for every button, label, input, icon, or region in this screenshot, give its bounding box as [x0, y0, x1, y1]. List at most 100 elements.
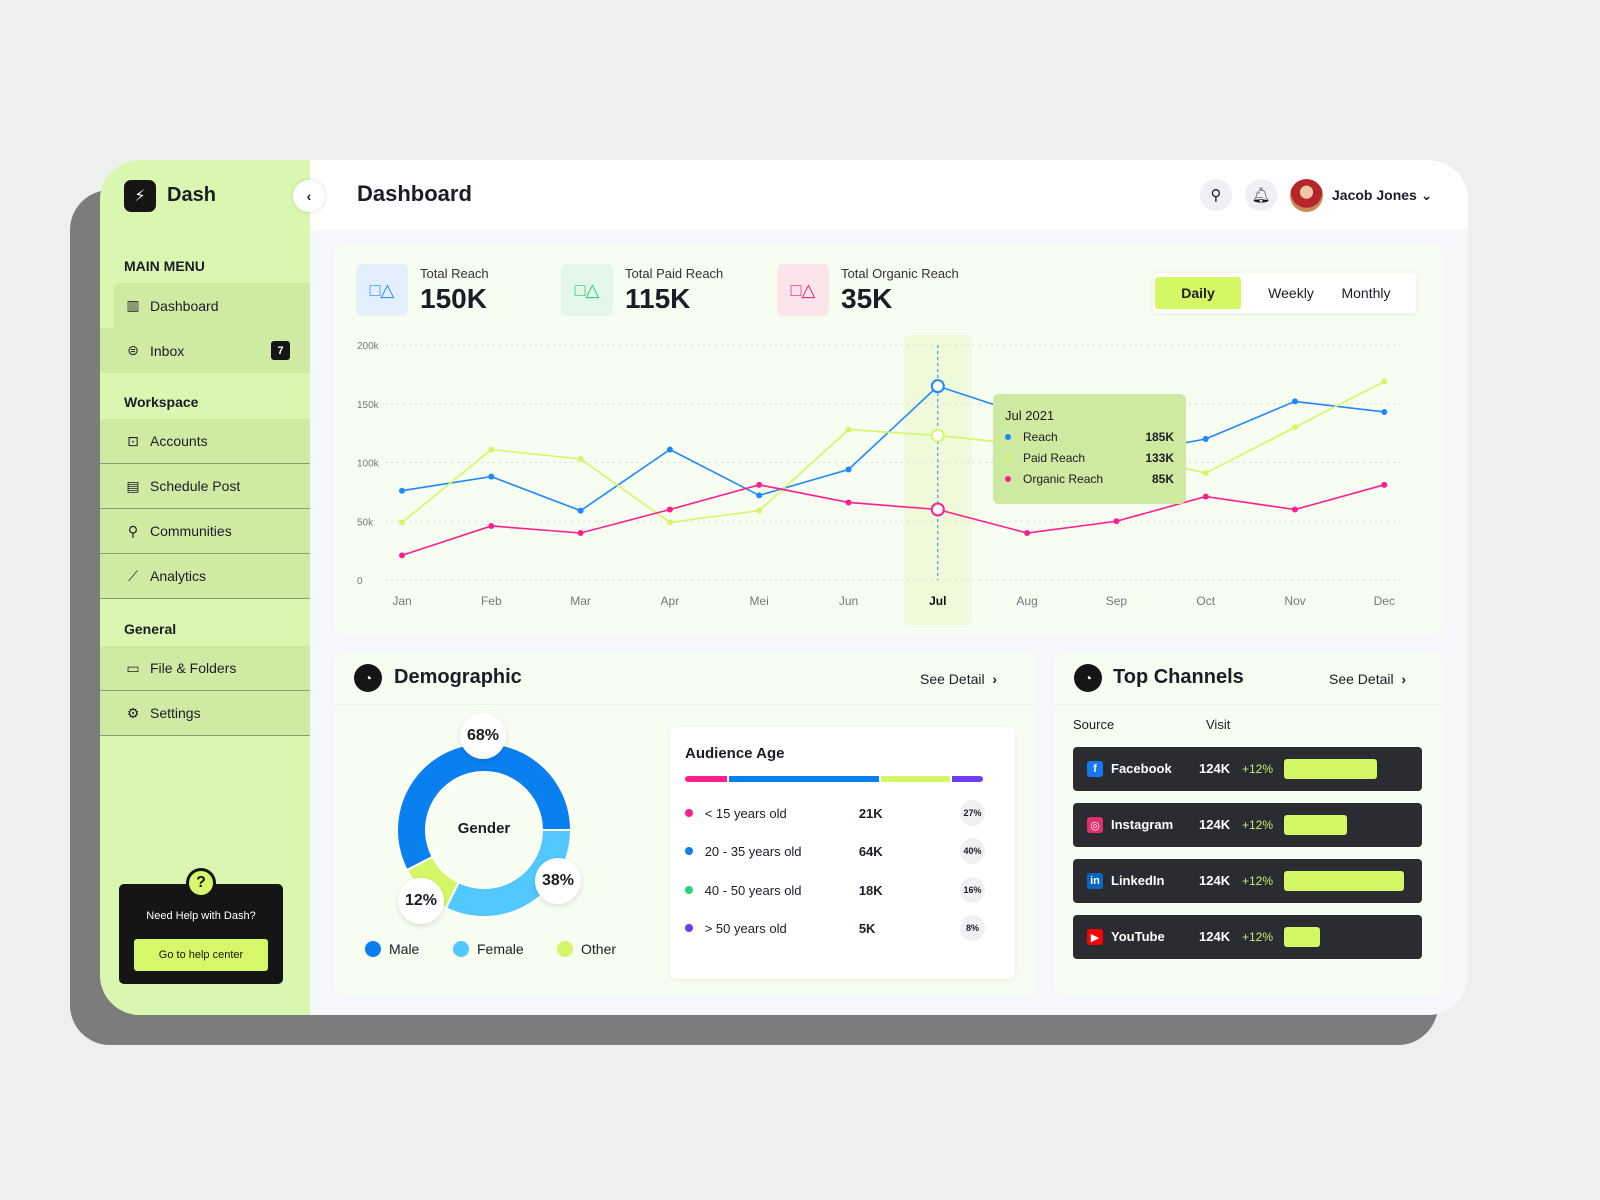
- instagram-icon: ◎: [1087, 817, 1103, 833]
- reach-line-chart: 0 50k 100k 150k 200k Jan Feb Mar Apr Mei Jun Jul Aug…: [357, 335, 1400, 625]
- age-label: < 15 years old: [704, 805, 787, 821]
- legend-label: Female: [477, 941, 524, 957]
- period-monthly[interactable]: Monthly: [1341, 285, 1391, 301]
- data-point: [756, 492, 763, 499]
- chevron-right-icon: ›: [1397, 671, 1407, 687]
- data-point: [577, 530, 584, 536]
- channel-visit: 124K: [1199, 873, 1231, 888]
- x-tick-label: Jun: [839, 594, 858, 608]
- see-detail-label: See Detail: [1329, 671, 1394, 687]
- sidebar-item-settings[interactable]: ⚙ Settings: [100, 691, 310, 736]
- sidebar-item-inbox[interactable]: ⊜ Inbox 7: [100, 328, 310, 373]
- help-center-button[interactable]: Go to help center: [134, 939, 268, 971]
- tooltip-value: 185K: [1145, 430, 1174, 444]
- period-weekly[interactable]: Weekly: [1268, 285, 1314, 301]
- donut-center-label: Gender: [457, 820, 511, 837]
- sidebar-item-dashboard[interactable]: ▥ Dashboard: [114, 283, 310, 328]
- sidebar-item-label: Schedule Post: [150, 478, 241, 494]
- age-pct: 16%: [959, 877, 985, 903]
- sidebar-item-label: Inbox: [150, 342, 185, 359]
- x-tick-label: Jul: [929, 594, 946, 608]
- question-icon: ?: [186, 868, 216, 898]
- x-tick-label: Dec: [1374, 594, 1395, 608]
- data-point: [1202, 470, 1209, 477]
- series-line-paid-reach: [401, 380, 1385, 524]
- legend-label: Male: [389, 941, 420, 957]
- age-value: 64K: [858, 843, 883, 859]
- data-point: [1381, 408, 1388, 415]
- series-line-organic-reach: [401, 484, 1385, 557]
- channel-growth: +12%: [1242, 818, 1274, 832]
- age-row: < 15 years old 21K 27%: [685, 800, 985, 826]
- channels-see-detail[interactable]: See Detail ›: [1329, 671, 1406, 687]
- demographic-see-detail[interactable]: See Detail ›: [920, 671, 997, 687]
- notifications-button[interactable]: 🔔︎: [1245, 179, 1277, 211]
- sidebar-item-accounts[interactable]: ⊡ Accounts: [100, 419, 310, 464]
- channel-row[interactable]: f Facebook 124K +12%: [1073, 747, 1422, 791]
- user-menu[interactable]: Jacob Jones ⌄: [1332, 187, 1432, 204]
- settings-icon: ⚙: [126, 704, 140, 721]
- channel-share-bar: [1284, 759, 1377, 779]
- channel-growth: +12%: [1242, 762, 1274, 776]
- x-tick-label: Sep: [1106, 594, 1128, 608]
- x-tick-label: Feb: [481, 594, 502, 608]
- data-point: [666, 506, 673, 513]
- sidebar-item-files[interactable]: ▭ File & Folders: [100, 646, 310, 691]
- hover-point: [930, 428, 945, 443]
- top-channels-title: Top Channels: [1113, 666, 1244, 688]
- data-point: [1113, 518, 1120, 525]
- channel-share-bar: [1284, 815, 1347, 835]
- channel-growth: +12%: [1242, 874, 1274, 888]
- female-pct: 38%: [535, 858, 581, 904]
- page-title: Dashboard: [357, 181, 472, 206]
- age-label: 40 - 50 years old: [704, 882, 802, 898]
- stat-value: 35K: [841, 283, 893, 314]
- data-point: [845, 466, 852, 473]
- y-tick-label: 50k: [357, 517, 374, 528]
- sidebar-item-schedule-post[interactable]: ▤ Schedule Post: [100, 464, 310, 509]
- hover-point: [930, 502, 945, 517]
- data-point: [1202, 493, 1209, 500]
- tooltip-value: 133K: [1145, 451, 1174, 465]
- x-tick-label: Mar: [570, 594, 591, 608]
- channel-name: Facebook: [1111, 761, 1172, 776]
- data-point: [666, 446, 673, 453]
- stat-label: Total Paid Reach: [625, 266, 724, 281]
- pie-chart-icon: ◔: [354, 664, 382, 692]
- data-point: [1381, 378, 1388, 385]
- sidebar-item-label: Accounts: [150, 433, 208, 449]
- sidebar-item-analytics[interactable]: ⟋ Analytics: [100, 554, 310, 599]
- channel-row[interactable]: in LinkedIn 124K +12%: [1073, 859, 1422, 903]
- sidebar-item-communities[interactable]: ⚲ Communities: [100, 509, 310, 554]
- x-tick-label: Apr: [661, 594, 680, 608]
- search-button[interactable]: ⚲: [1200, 179, 1232, 211]
- stat-shape-icon: □△: [777, 264, 829, 316]
- data-point: [666, 519, 673, 526]
- period-daily[interactable]: Daily: [1155, 277, 1241, 309]
- y-tick-label: 100k: [357, 459, 380, 470]
- age-value: 21K: [858, 805, 883, 821]
- data-point: [1024, 530, 1031, 536]
- x-tick-label: Mei: [750, 594, 769, 608]
- data-point: [399, 552, 405, 559]
- column-source: Source: [1073, 717, 1115, 732]
- stat-label: Total Reach: [420, 266, 489, 281]
- avatar[interactable]: [1290, 179, 1323, 212]
- other-pct: 12%: [398, 878, 444, 924]
- chevron-down-icon: ⌄: [1420, 187, 1433, 203]
- inbox-icon: ⊜: [127, 342, 139, 358]
- help-box: ? Need Help with Dash? Go to help center: [119, 868, 283, 984]
- age-label: 20 - 35 years old: [704, 843, 802, 859]
- bar-chart-icon: ▥: [126, 297, 140, 313]
- user-name: Jacob Jones: [1332, 187, 1417, 203]
- legend-label: Other: [581, 941, 617, 957]
- sidebar-item-label: Communities: [150, 523, 232, 539]
- data-point: [488, 473, 495, 480]
- channel-row[interactable]: ▶ YouTube 124K +12%: [1073, 915, 1422, 959]
- data-point: [1292, 424, 1298, 431]
- collapse-sidebar-button[interactable]: ‹: [293, 180, 325, 212]
- data-point: [756, 507, 763, 514]
- search-icon: ⚲: [1210, 187, 1222, 204]
- legend-female: Female: [453, 941, 524, 957]
- channel-row[interactable]: ◎ Instagram 124K +12%: [1073, 803, 1422, 847]
